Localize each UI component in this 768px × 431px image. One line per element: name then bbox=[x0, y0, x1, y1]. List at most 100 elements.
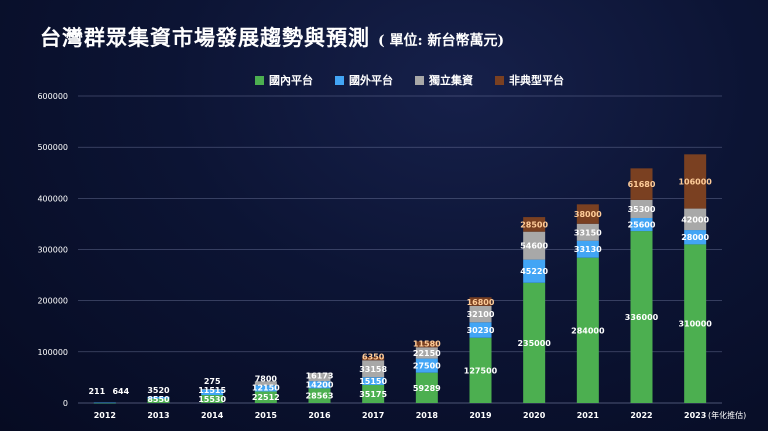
data-label: 16173 bbox=[306, 371, 334, 380]
legend-label-domestic: 國內平台 bbox=[269, 74, 313, 87]
data-label: 22512 bbox=[252, 393, 280, 402]
bar-segment bbox=[523, 231, 546, 260]
x-tick-label: 2017 bbox=[362, 411, 384, 420]
data-label: 284000 bbox=[571, 326, 605, 335]
legend-item-independent: 獨立集資 bbox=[415, 72, 473, 88]
bar-segment bbox=[523, 259, 546, 283]
bar-segment bbox=[576, 240, 599, 258]
legend: 國內平台 國外平台 獨立集資 非典型平台 bbox=[255, 72, 564, 88]
y-tick-label: 0 bbox=[63, 399, 68, 408]
data-label: 310000 bbox=[678, 320, 712, 329]
data-label: 28500 bbox=[520, 220, 548, 229]
bar-segment bbox=[684, 244, 707, 403]
x-tick-label: 2022 bbox=[630, 411, 652, 420]
legend-item-atypical: 非典型平台 bbox=[495, 72, 564, 88]
legend-swatch-independent bbox=[415, 75, 424, 85]
bar-segment bbox=[254, 385, 277, 392]
x-tick-label: 2018 bbox=[416, 411, 439, 420]
bar-segment bbox=[630, 168, 653, 200]
bar-segment bbox=[201, 395, 224, 403]
y-tick-label: 400000 bbox=[37, 194, 68, 203]
y-tick-label: 200000 bbox=[37, 297, 68, 306]
data-label: 11515 bbox=[198, 386, 226, 395]
bar-segment bbox=[684, 208, 707, 231]
x-tick-label: 2021 bbox=[577, 411, 600, 420]
bar-segment bbox=[147, 396, 170, 399]
bar-segment bbox=[362, 360, 385, 378]
bar-segment bbox=[684, 230, 707, 245]
bar-segment bbox=[415, 347, 438, 359]
x-tick-label: 2016 bbox=[308, 411, 331, 420]
data-label: 6350 bbox=[362, 352, 385, 361]
bar-segment bbox=[469, 337, 492, 403]
bar-segment bbox=[523, 282, 546, 403]
bar-segment bbox=[362, 385, 385, 403]
x-tick-label: 2015 bbox=[255, 411, 278, 420]
bar-segment bbox=[415, 358, 438, 373]
bar-segment bbox=[469, 297, 492, 306]
legend-swatch-foreign bbox=[335, 75, 344, 85]
legend-label-independent: 獨立集資 bbox=[429, 74, 473, 87]
legend-item-domestic: 國內平台 bbox=[255, 72, 313, 88]
data-label: 15530 bbox=[198, 395, 226, 404]
data-label: 3520 bbox=[147, 386, 170, 395]
y-tick-label: 600000 bbox=[37, 92, 68, 101]
bar-segment bbox=[523, 217, 546, 232]
x-tick-label: 2019 bbox=[469, 411, 492, 420]
legend-label-foreign: 國外平台 bbox=[349, 74, 393, 87]
data-label: 45220 bbox=[520, 267, 548, 276]
chart-title: 台灣群眾集資市場發展趨勢與預測 bbox=[40, 25, 370, 50]
data-label: 11580 bbox=[413, 339, 441, 348]
data-label: 28000 bbox=[681, 233, 709, 242]
data-label: 235000 bbox=[517, 339, 551, 348]
bar-segment bbox=[254, 391, 277, 403]
data-label: 30230 bbox=[467, 326, 495, 335]
bar-segment bbox=[469, 322, 492, 338]
data-label: 336000 bbox=[625, 313, 659, 322]
y-tick-label: 100000 bbox=[37, 348, 68, 357]
bar-segment bbox=[415, 372, 438, 403]
x-tick-label: 2020 bbox=[523, 411, 546, 420]
bar-segment bbox=[308, 388, 331, 403]
data-label: 127500 bbox=[464, 366, 498, 375]
data-label: 33158 bbox=[359, 365, 387, 374]
data-label: 35300 bbox=[628, 205, 656, 214]
legend-swatch-atypical bbox=[495, 75, 504, 85]
bar-segment bbox=[576, 257, 599, 403]
data-label: 54600 bbox=[520, 242, 548, 251]
data-label: 15150 bbox=[359, 377, 387, 386]
bar-segment bbox=[630, 217, 653, 232]
bar-segment bbox=[93, 402, 116, 404]
data-label: 211 bbox=[88, 387, 105, 396]
data-label: 32100 bbox=[467, 310, 495, 319]
data-label: 38000 bbox=[574, 210, 602, 219]
bar-segment bbox=[308, 381, 331, 389]
legend-item-foreign: 國外平台 bbox=[335, 72, 393, 88]
bar-segment bbox=[630, 231, 653, 403]
data-label: 61680 bbox=[628, 180, 656, 189]
y-tick-label: 500000 bbox=[37, 143, 68, 152]
y-tick-label: 300000 bbox=[37, 246, 68, 255]
data-label: 59289 bbox=[413, 384, 441, 393]
x-tick-label: 2014 bbox=[201, 411, 224, 420]
data-label: 7800 bbox=[255, 374, 278, 383]
data-label: 14200 bbox=[306, 380, 334, 389]
bar-segment bbox=[576, 204, 599, 224]
bar-segment bbox=[93, 402, 116, 404]
data-label: 27500 bbox=[413, 362, 441, 371]
bar-segment bbox=[684, 154, 707, 209]
data-label: 12150 bbox=[252, 383, 280, 392]
bar-segment bbox=[201, 389, 224, 396]
x-tick-label: 2013 bbox=[147, 411, 169, 420]
x-tick-label: 2023 bbox=[684, 411, 706, 420]
data-label: 644 bbox=[112, 387, 129, 396]
data-label: 8550 bbox=[147, 395, 170, 404]
data-label: 16800 bbox=[467, 298, 495, 307]
title-row: 台灣群眾集資市場發展趨勢與預測 ( 單位: 新台幣萬元) bbox=[40, 22, 504, 52]
x-tick-label: 2012 bbox=[94, 411, 116, 420]
bar-segment bbox=[362, 357, 385, 361]
data-label: 106000 bbox=[678, 177, 712, 186]
data-label: 35175 bbox=[359, 390, 387, 399]
chart-unit: ( 單位: 新台幣萬元) bbox=[378, 33, 505, 49]
